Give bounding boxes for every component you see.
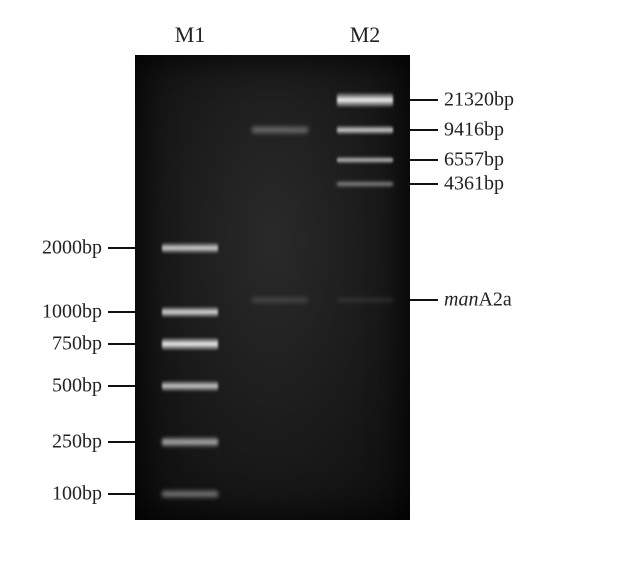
right-tick xyxy=(410,183,438,185)
right-tick xyxy=(410,99,438,101)
right-tick xyxy=(410,159,438,161)
left-tick xyxy=(108,493,135,495)
gel-band xyxy=(162,436,218,448)
gel-band xyxy=(337,297,393,303)
gel-band xyxy=(162,489,218,499)
lane-header-m1: M1 xyxy=(175,22,206,48)
left-label-2000bp: 2000bp xyxy=(42,237,102,260)
right-tick xyxy=(410,129,438,131)
left-label-500bp: 500bp xyxy=(52,375,102,398)
lane-header-m2: M2 xyxy=(350,22,381,48)
gel-band xyxy=(162,380,218,392)
left-tick xyxy=(108,247,135,249)
right-tick xyxy=(410,299,438,301)
gel-band xyxy=(337,92,393,108)
gel-figure: M1 M2 2000bp 1000bp 750bp 500bp 250bp 10… xyxy=(0,0,618,576)
right-label-9416bp: 9416bp xyxy=(444,119,504,142)
left-tick xyxy=(108,311,135,313)
right-label-4361bp: 4361bp xyxy=(444,173,504,196)
left-label-750bp: 750bp xyxy=(52,333,102,356)
right-label-21320bp: 21320bp xyxy=(444,89,514,112)
right-label-6557bp: 6557bp xyxy=(444,149,504,172)
gel-band xyxy=(162,242,218,254)
right-label-mana2a: manA2a xyxy=(444,289,512,312)
gel-band xyxy=(337,156,393,164)
gel-band xyxy=(162,306,218,318)
left-tick xyxy=(108,441,135,443)
gel-band xyxy=(252,296,308,304)
left-label-250bp: 250bp xyxy=(52,431,102,454)
left-label-1000bp: 1000bp xyxy=(42,301,102,324)
gel-band xyxy=(162,337,218,351)
left-label-100bp: 100bp xyxy=(52,483,102,506)
gel-band xyxy=(337,181,393,188)
left-tick xyxy=(108,385,135,387)
gel-band xyxy=(252,125,308,135)
gel-band xyxy=(337,125,393,135)
left-tick xyxy=(108,343,135,345)
